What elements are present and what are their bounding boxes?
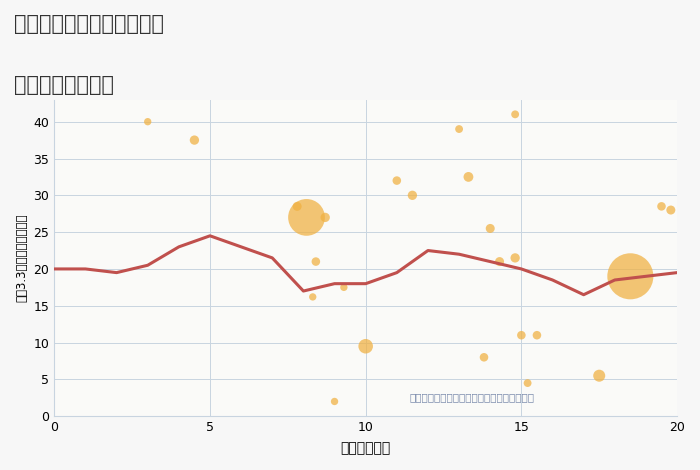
Point	[478, 353, 489, 361]
Point	[454, 125, 465, 133]
Text: 大阪府泉南郡熊取町高田の: 大阪府泉南郡熊取町高田の	[14, 14, 164, 34]
Point	[531, 331, 542, 339]
Point	[189, 136, 200, 144]
Point	[407, 192, 418, 199]
Point	[516, 331, 527, 339]
Text: 駅距離別土地価格: 駅距離別土地価格	[14, 75, 114, 95]
Point	[142, 118, 153, 125]
Point	[625, 273, 636, 280]
Text: 円の大きさは、取引のあった物件面積を示す: 円の大きさは、取引のあった物件面積を示す	[410, 392, 534, 402]
Point	[463, 173, 474, 180]
Point	[510, 110, 521, 118]
Point	[320, 214, 331, 221]
Point	[510, 254, 521, 262]
Y-axis label: 坪（3.3㎡）単価（万円）: 坪（3.3㎡）単価（万円）	[15, 214, 28, 302]
Point	[307, 293, 318, 301]
Point	[494, 258, 505, 266]
Point	[665, 206, 676, 214]
Point	[656, 203, 667, 210]
Point	[301, 214, 312, 221]
X-axis label: 駅距離（分）: 駅距離（分）	[341, 441, 391, 455]
Point	[391, 177, 402, 184]
Point	[594, 372, 605, 379]
Point	[484, 225, 496, 232]
Point	[329, 398, 340, 405]
Point	[310, 258, 321, 266]
Point	[522, 379, 533, 387]
Point	[338, 283, 349, 291]
Point	[292, 203, 303, 210]
Point	[360, 343, 371, 350]
